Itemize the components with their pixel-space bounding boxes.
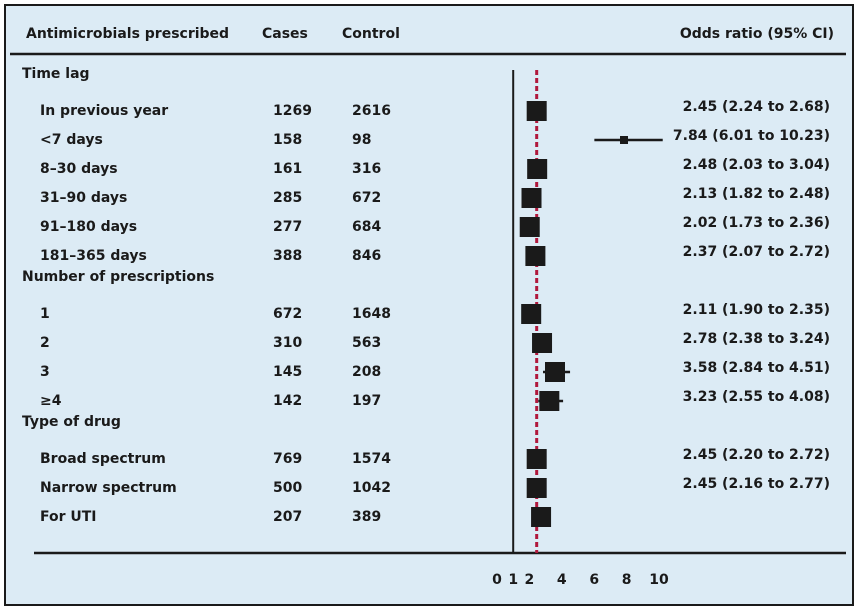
odds-ratio-text: 2.78 (2.38 to 3.24)	[683, 331, 830, 347]
cases-value: 207	[273, 509, 302, 525]
cases-value: 672	[273, 306, 302, 322]
x-tick-label: 10	[649, 572, 669, 588]
row-label: 8–30 days	[40, 161, 118, 177]
header-odds-ratio: Odds ratio (95% CI)	[680, 26, 834, 42]
cases-value: 142	[273, 393, 302, 409]
x-tick-label: 8	[622, 572, 632, 588]
row-label: 181–365 days	[40, 248, 147, 264]
odds-ratio-text: 3.58 (2.84 to 4.51)	[683, 360, 830, 376]
control-value: 208	[352, 364, 381, 380]
estimate-square	[526, 478, 547, 498]
x-tick-label: 0	[492, 572, 502, 588]
row-label: Broad spectrum	[40, 451, 166, 467]
plot-frame	[4, 4, 854, 606]
estimate-square	[519, 217, 540, 237]
control-value: 846	[352, 248, 381, 264]
x-tick-label: 6	[589, 572, 599, 588]
row-label: <7 days	[40, 132, 103, 148]
control-value: 1042	[352, 480, 391, 496]
row-label: 91–180 days	[40, 219, 137, 235]
row-label: 3	[40, 364, 50, 380]
estimate-square	[521, 304, 542, 324]
cases-value: 500	[273, 480, 302, 496]
odds-ratio-text: 2.37 (2.07 to 2.72)	[683, 244, 830, 260]
estimate-square	[531, 507, 552, 527]
group-heading: Type of drug	[22, 414, 121, 430]
x-tick-label: 4	[557, 572, 567, 588]
row-label: 31–90 days	[40, 190, 127, 206]
row-label: In previous year	[40, 103, 168, 119]
control-value: 316	[352, 161, 381, 177]
row-label: Narrow spectrum	[40, 480, 177, 496]
x-tick-label: 1	[508, 572, 518, 588]
header-control: Control	[342, 26, 400, 42]
control-value: 197	[352, 393, 381, 409]
group-heading: Time lag	[22, 66, 90, 82]
cases-value: 310	[273, 335, 302, 351]
control-value: 1574	[352, 451, 391, 467]
x-tick-label: 2	[525, 572, 535, 588]
estimate-square	[532, 333, 553, 353]
cases-value: 277	[273, 219, 302, 235]
odds-ratio-text: 2.45 (2.20 to 2.72)	[683, 447, 830, 463]
row-label: For UTI	[40, 509, 97, 525]
row-label: 1	[40, 306, 50, 322]
odds-ratio-text: 2.45 (2.16 to 2.77)	[683, 476, 830, 492]
cases-value: 158	[273, 132, 302, 148]
cases-value: 769	[273, 451, 302, 467]
estimate-square	[526, 449, 547, 469]
odds-ratio-text: 2.48 (2.03 to 3.04)	[683, 157, 830, 173]
odds-ratio-text: 3.23 (2.55 to 4.08)	[683, 389, 830, 405]
cases-value: 1269	[273, 103, 312, 119]
cases-value: 388	[273, 248, 302, 264]
control-value: 684	[352, 219, 381, 235]
cases-value: 145	[273, 364, 302, 380]
row-label: ≥4	[40, 393, 62, 409]
control-value: 389	[352, 509, 381, 525]
control-value: 98	[352, 132, 371, 148]
odds-ratio-text: 7.84 (6.01 to 10.23)	[673, 128, 830, 144]
estimate-square	[527, 159, 548, 179]
odds-ratio-text: 2.11 (1.90 to 2.35)	[683, 302, 830, 318]
control-value: 2616	[352, 103, 391, 119]
cases-value: 161	[273, 161, 302, 177]
control-value: 672	[352, 190, 381, 206]
header-cases: Cases	[262, 26, 308, 42]
odds-ratio-text: 2.45 (2.24 to 2.68)	[683, 99, 830, 115]
odds-ratio-text: 2.13 (1.82 to 2.48)	[683, 186, 830, 202]
odds-ratio-text: 2.02 (1.73 to 2.36)	[683, 215, 830, 231]
estimate-square	[526, 101, 547, 121]
estimate-square	[544, 362, 565, 382]
estimate-square	[539, 391, 560, 411]
group-heading: Number of prescriptions	[22, 269, 214, 285]
estimate-square	[525, 246, 546, 266]
row-label: 2	[40, 335, 50, 351]
header-label: Antimicrobials prescribed	[26, 26, 229, 42]
cases-value: 285	[273, 190, 302, 206]
control-value: 563	[352, 335, 381, 351]
control-value: 1648	[352, 306, 391, 322]
estimate-square	[620, 136, 629, 144]
estimate-square	[521, 188, 542, 208]
